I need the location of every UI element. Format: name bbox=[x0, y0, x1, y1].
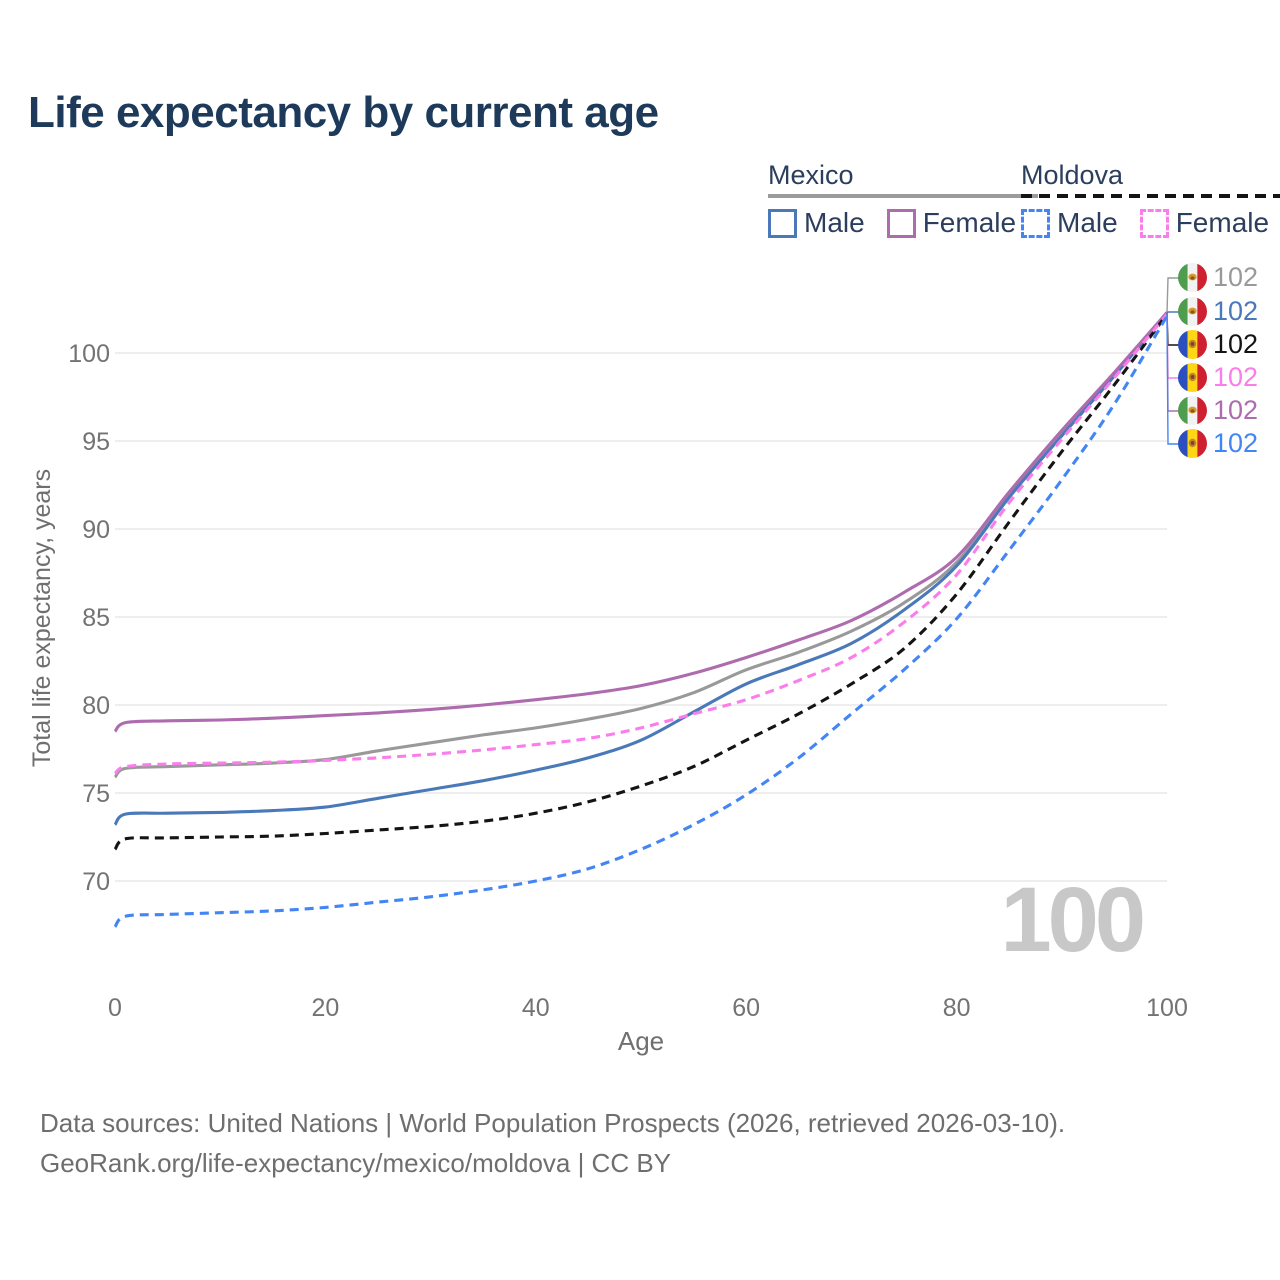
series-line-moldova-both-sexes bbox=[113, 313, 1169, 851]
moldova-flag-icon bbox=[1178, 330, 1207, 359]
x-tick-label: 40 bbox=[522, 994, 550, 1022]
moldova-flag-icon bbox=[1178, 429, 1207, 458]
y-tick-label: 90 bbox=[82, 516, 110, 544]
solid-square-swatch-icon bbox=[768, 208, 797, 238]
legend-item-label: Female bbox=[1175, 207, 1270, 238]
data-sources-text: Data sources: United Nations | World Pop… bbox=[40, 1108, 1066, 1138]
leader-line bbox=[1166, 311, 1179, 314]
legend-item-mexico-female[interactable]: Female bbox=[886, 207, 1017, 239]
y-tick-label: 80 bbox=[82, 692, 110, 720]
legend-item-moldova-female[interactable]: Female bbox=[1139, 207, 1270, 239]
end-label-moldova-female: 102 bbox=[1178, 363, 1258, 392]
x-tick-label: 80 bbox=[943, 994, 971, 1022]
legend-country-name: Mexico bbox=[768, 160, 854, 190]
end-label-mexico-both-sexes: 102 bbox=[1178, 263, 1258, 292]
legend-dashed-rule bbox=[1021, 194, 1280, 198]
page-title: Life expectancy by current age bbox=[28, 88, 659, 137]
legend-item-label: Male bbox=[804, 207, 865, 238]
y-tick-label: 75 bbox=[82, 780, 110, 808]
series-line-mexico-male bbox=[113, 311, 1169, 826]
end-label-mexico-female: 102 bbox=[1178, 396, 1258, 425]
mexico-flag-icon bbox=[1178, 297, 1207, 326]
end-label-moldova-both-sexes: 102 bbox=[1178, 330, 1258, 359]
end-label-moldova-male: 102 bbox=[1178, 429, 1258, 458]
legend-item-moldova-male[interactable]: Male bbox=[1021, 207, 1118, 239]
y-tick-label: 95 bbox=[82, 428, 110, 456]
solid-square-swatch-icon bbox=[886, 208, 916, 238]
moldova-flag-icon bbox=[1178, 363, 1207, 392]
mexico-flag-icon bbox=[1178, 263, 1207, 292]
legend-header-mexico[interactable]: Mexico bbox=[768, 160, 1039, 198]
series-line-moldova-male bbox=[113, 315, 1169, 928]
legend-header-moldova[interactable]: Moldova bbox=[1021, 160, 1280, 198]
x-tick-label: 20 bbox=[311, 994, 339, 1022]
end-label-mexico-male: 102 bbox=[1178, 297, 1258, 326]
legend-country-name: Moldova bbox=[1021, 160, 1124, 190]
attribution-text: GeoRank.org/life-expectancy/mexico/moldo… bbox=[40, 1148, 672, 1178]
legend-group-moldova: Moldova Male Female bbox=[1021, 160, 1280, 239]
y-axis-title: Total life expectancy, years bbox=[28, 468, 56, 768]
y-tick-label: 100 bbox=[68, 340, 110, 368]
x-tick-label: 60 bbox=[732, 994, 760, 1022]
leader-line bbox=[1166, 312, 1179, 445]
line-chart: 70 75 80 85 90 95 100 0 20 40 60 80 100 bbox=[68, 277, 1188, 1022]
legend-solid-rule bbox=[768, 194, 1039, 198]
y-tick-label: 85 bbox=[82, 604, 110, 632]
leader-line bbox=[1166, 277, 1179, 314]
mexico-flag-icon bbox=[1178, 396, 1207, 425]
legend-item-label: Female bbox=[922, 207, 1017, 238]
legend-item-mexico-male[interactable]: Male bbox=[768, 207, 865, 239]
hovered-age-indicator: 100 bbox=[1000, 869, 1146, 971]
series-line-moldova-female bbox=[113, 313, 1169, 775]
dashed-square-swatch-icon bbox=[1021, 208, 1050, 238]
legend-group-mexico: Mexico Male Female bbox=[768, 160, 1039, 239]
x-axis-title: Age bbox=[617, 1026, 665, 1056]
x-tick-label: 100 bbox=[1146, 994, 1188, 1022]
series-line-mexico-both-sexes bbox=[113, 311, 1169, 779]
dashed-square-swatch-icon bbox=[1139, 208, 1169, 238]
y-tick-label: 70 bbox=[82, 868, 110, 896]
legend-item-label: Male bbox=[1057, 207, 1118, 238]
series-line-mexico-female bbox=[113, 311, 1169, 733]
x-tick-label: 0 bbox=[108, 994, 122, 1022]
